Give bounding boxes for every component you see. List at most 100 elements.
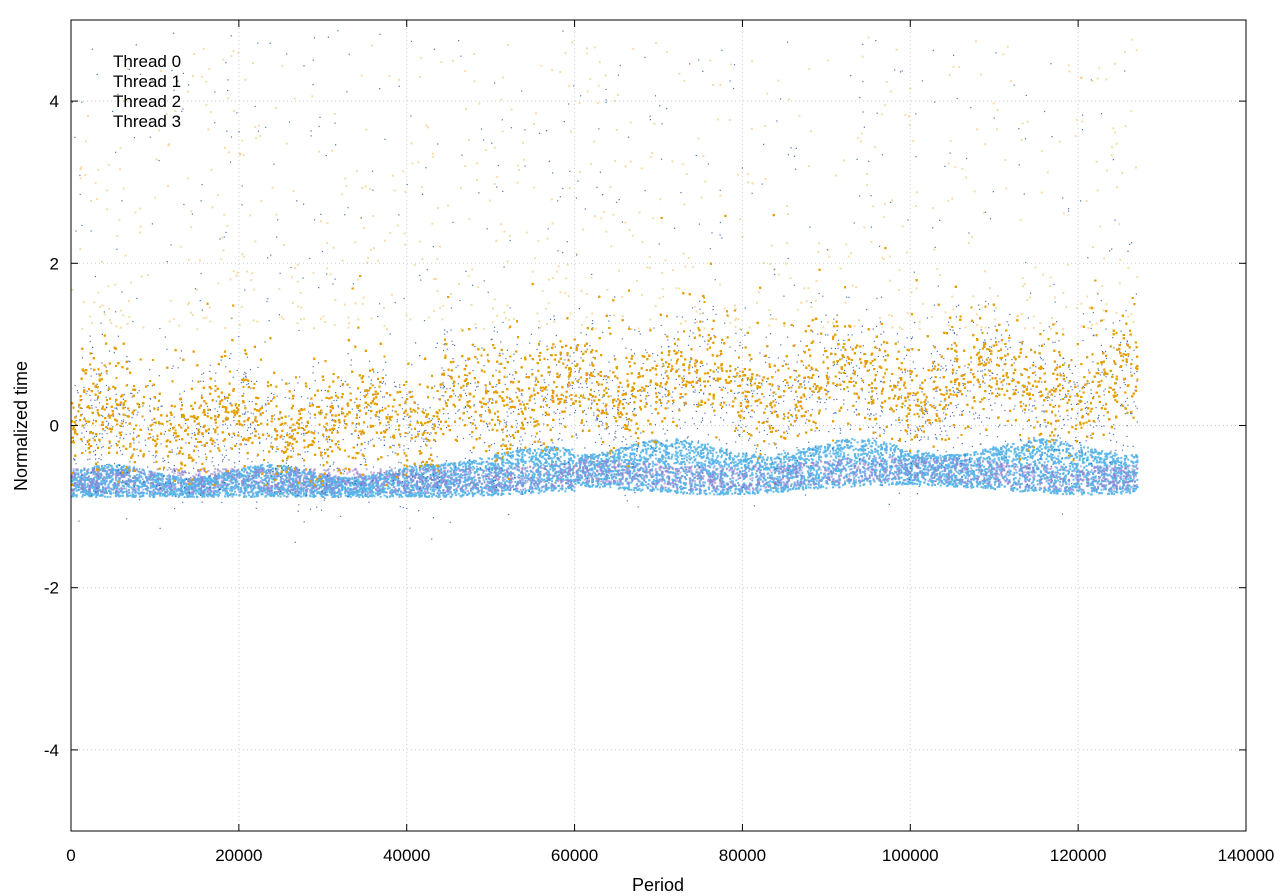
data-point bbox=[723, 459, 726, 462]
data-point bbox=[175, 490, 178, 493]
data-point bbox=[523, 477, 526, 480]
data-point bbox=[1057, 479, 1059, 482]
data-point bbox=[737, 493, 740, 495]
data-point bbox=[711, 490, 714, 493]
data-point bbox=[157, 475, 160, 478]
data-point bbox=[1050, 444, 1053, 447]
data-point bbox=[859, 484, 862, 487]
data-point bbox=[340, 478, 343, 481]
data-point bbox=[950, 471, 953, 474]
data-point bbox=[480, 492, 483, 495]
data-point bbox=[924, 473, 927, 476]
data-point bbox=[1064, 477, 1067, 480]
data-point bbox=[646, 460, 649, 463]
data-point bbox=[623, 486, 626, 489]
data-point bbox=[684, 463, 686, 466]
data-point bbox=[839, 455, 842, 458]
data-point bbox=[1132, 462, 1135, 465]
data-point bbox=[289, 476, 292, 479]
data-point bbox=[900, 476, 903, 479]
data-point bbox=[595, 476, 598, 479]
data-point bbox=[421, 494, 423, 497]
data-point bbox=[1090, 477, 1093, 480]
data-point bbox=[1134, 461, 1137, 463]
data-point bbox=[1036, 483, 1039, 486]
data-point bbox=[85, 477, 88, 480]
data-point bbox=[747, 464, 750, 467]
data-point bbox=[1123, 488, 1126, 491]
data-point bbox=[256, 474, 259, 477]
data-point bbox=[485, 478, 488, 480]
data-point bbox=[1128, 464, 1131, 467]
data-point bbox=[1090, 449, 1093, 452]
data-point bbox=[1056, 492, 1059, 495]
data-point bbox=[708, 449, 711, 452]
data-point bbox=[531, 474, 534, 477]
data-point bbox=[851, 437, 854, 440]
data-point bbox=[807, 471, 810, 474]
data-point bbox=[815, 447, 818, 450]
data-point bbox=[539, 451, 542, 454]
data-point bbox=[543, 447, 546, 450]
data-point bbox=[123, 485, 125, 488]
data-point bbox=[647, 447, 650, 450]
data-point bbox=[768, 474, 771, 477]
data-point bbox=[788, 460, 791, 463]
data-point bbox=[1125, 455, 1128, 457]
data-point bbox=[1064, 475, 1067, 478]
data-point bbox=[811, 458, 814, 461]
data-point bbox=[382, 489, 385, 492]
data-point bbox=[575, 463, 578, 466]
data-point bbox=[351, 478, 354, 481]
data-point bbox=[140, 475, 143, 478]
data-point bbox=[1053, 456, 1056, 459]
data-point bbox=[751, 473, 754, 476]
data-point bbox=[740, 463, 743, 466]
data-point bbox=[282, 464, 285, 467]
data-point bbox=[447, 493, 450, 496]
data-point bbox=[453, 473, 456, 476]
data-point bbox=[217, 495, 220, 498]
data-point bbox=[645, 442, 648, 445]
data-point bbox=[679, 480, 682, 482]
data-point bbox=[783, 458, 785, 461]
data-point bbox=[834, 442, 837, 444]
data-point bbox=[874, 460, 877, 463]
data-point bbox=[1019, 483, 1022, 485]
data-point bbox=[632, 462, 635, 465]
data-point bbox=[1078, 459, 1081, 461]
data-point bbox=[1032, 485, 1035, 488]
data-point bbox=[775, 467, 778, 470]
data-point bbox=[372, 494, 375, 497]
data-point bbox=[849, 446, 851, 449]
data-point bbox=[773, 457, 776, 460]
data-point bbox=[359, 494, 362, 496]
data-point bbox=[1033, 460, 1036, 463]
data-point bbox=[386, 487, 389, 490]
data-point bbox=[157, 480, 160, 483]
data-point bbox=[600, 458, 603, 460]
data-point bbox=[396, 473, 399, 475]
data-point bbox=[313, 493, 315, 496]
data-point bbox=[990, 473, 993, 476]
data-point bbox=[1029, 453, 1032, 456]
data-point bbox=[176, 493, 179, 496]
data-point bbox=[170, 482, 173, 485]
data-point bbox=[235, 493, 238, 496]
data-point bbox=[737, 467, 740, 470]
data-point bbox=[610, 450, 613, 453]
data-point bbox=[780, 453, 783, 456]
data-point bbox=[948, 469, 951, 472]
data-point bbox=[238, 471, 241, 473]
data-point bbox=[179, 476, 182, 479]
data-point bbox=[1026, 462, 1028, 465]
data-point bbox=[512, 450, 515, 453]
data-point bbox=[534, 487, 537, 490]
data-point bbox=[724, 461, 727, 464]
data-point bbox=[642, 470, 645, 473]
data-point bbox=[736, 468, 739, 471]
data-point bbox=[95, 465, 98, 468]
data-point bbox=[73, 483, 76, 486]
data-point bbox=[988, 474, 991, 477]
data-point bbox=[1073, 467, 1076, 470]
